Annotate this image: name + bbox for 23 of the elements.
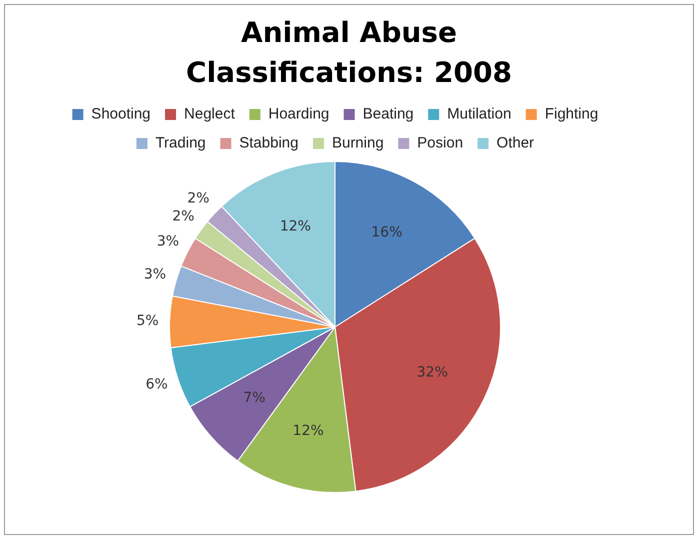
data-label: 2% — [187, 190, 210, 206]
data-label: 12% — [292, 422, 324, 439]
data-label: 3% — [156, 234, 180, 250]
data-label: 2% — [172, 208, 194, 224]
legend-label: Burning — [332, 134, 384, 152]
data-label: 6% — [146, 376, 168, 393]
data-label: 12% — [280, 218, 311, 235]
legend-label: Mutilation — [447, 106, 512, 123]
legend-label: Stabbing — [239, 134, 298, 152]
legend-label: Posion — [417, 134, 464, 152]
data-label: 16% — [371, 224, 402, 240]
legend-label: Neglect — [184, 106, 236, 123]
data-label: 3% — [144, 266, 166, 282]
chart-title: Animal Abuse Classifications: 2008 — [185, 15, 513, 91]
legend-label: Trading — [155, 134, 206, 152]
legend-label: Beating — [362, 106, 414, 123]
data-label: 32% — [416, 364, 448, 380]
data-label: 7% — [243, 390, 266, 406]
legend-label: Hoarding — [268, 106, 330, 123]
legend-label: Fighting — [544, 106, 598, 123]
legend-label: Shooting — [91, 106, 151, 123]
data-label: 5% — [136, 312, 159, 329]
legend-label: Other — [496, 134, 534, 152]
